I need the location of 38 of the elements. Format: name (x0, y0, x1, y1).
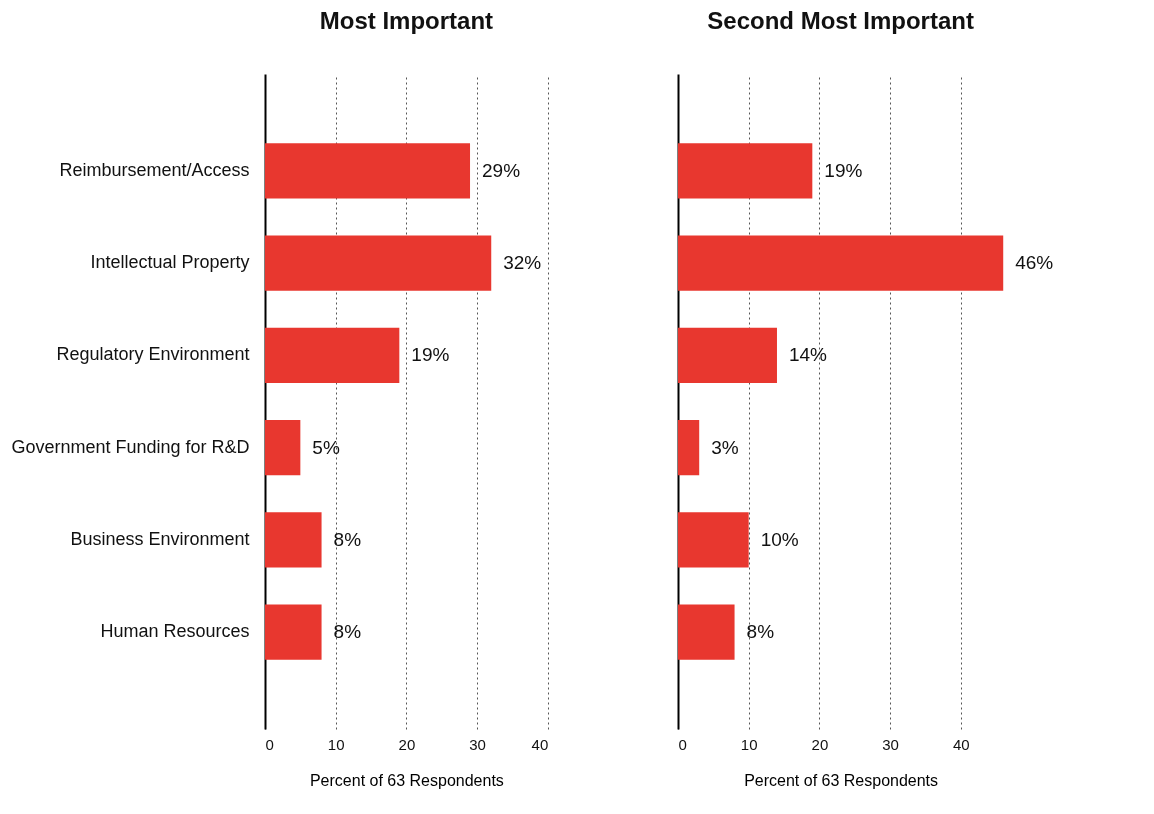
x-tick-label: 20 (811, 735, 829, 753)
bar (678, 512, 749, 568)
data-label: 19% (411, 344, 450, 366)
y-tick-label: Regulatory Environment (56, 344, 250, 365)
data-label: 46% (1015, 252, 1054, 274)
y-tick-label: Human Resources (100, 621, 250, 642)
y-tick-label: Reimbursement/Access (59, 159, 250, 180)
chart-title: Most Important (319, 7, 494, 34)
bar (678, 419, 700, 476)
x-axis-title: Percent of 63 Respondents (744, 771, 939, 789)
x-tick-label: 30 (882, 735, 899, 753)
x-tick-label: 10 (327, 735, 345, 753)
x-tick-label: 20 (398, 735, 416, 753)
chart-title: Second Most Important (707, 7, 974, 34)
data-label: 8% (333, 621, 362, 643)
bar (678, 143, 813, 199)
data-label: 32% (503, 252, 542, 274)
data-label: 5% (312, 436, 340, 458)
x-tick-label: 0 (678, 735, 687, 753)
x-axis-title: Percent of 63 Respondents (309, 771, 504, 789)
data-label: 19% (824, 159, 863, 181)
bar (678, 235, 1004, 291)
y-tick-label: Government Funding for R&D (11, 436, 250, 457)
x-tick-label: 10 (740, 735, 758, 753)
data-label: 8% (333, 528, 362, 550)
x-tick-label: 0 (265, 735, 274, 753)
x-tick-label: 40 (531, 735, 549, 753)
x-tick-label: 30 (469, 735, 486, 753)
data-label: 14% (788, 344, 828, 366)
y-tick-label: Business Environment (70, 528, 250, 549)
data-label: 3% (711, 436, 739, 458)
data-label: 8% (746, 621, 775, 643)
bar (678, 327, 777, 384)
x-tick-label: 40 (952, 735, 970, 753)
bar (678, 604, 735, 660)
y-tick-label: Intellectual Property (90, 252, 250, 273)
data-label: 29% (482, 159, 521, 181)
data-label: 10% (760, 528, 799, 550)
